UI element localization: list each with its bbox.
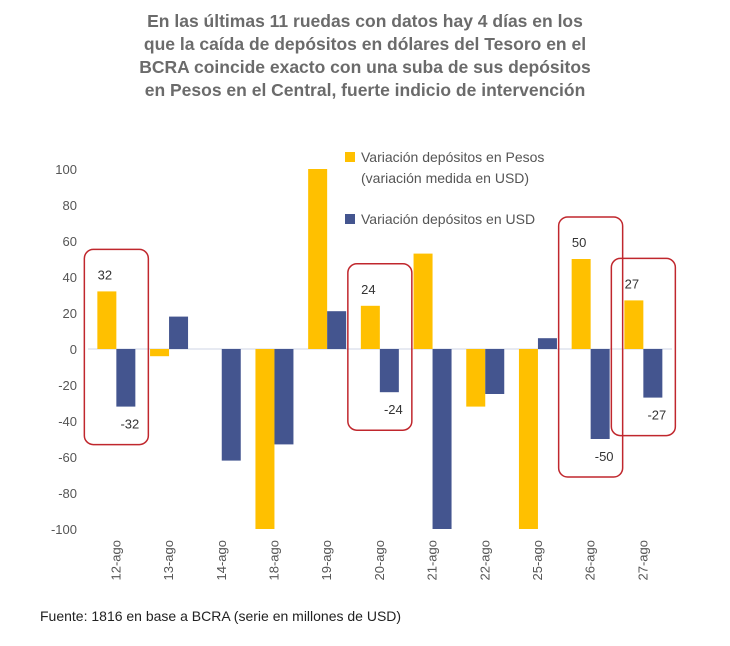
bar-pesos: [360, 305, 380, 349]
bar-pesos: [518, 349, 538, 529]
legend-label: Variación depósitos en USD: [361, 211, 535, 227]
highlight-box: [83, 248, 150, 446]
y-tick-label: 100: [55, 162, 77, 177]
data-label: 27: [625, 276, 639, 291]
chart-title: En las últimas 11 ruedas con datos hay 4…: [0, 10, 730, 102]
x-tick-label: 18-ago: [266, 540, 281, 580]
bar-usd: [643, 349, 663, 398]
data-label: -32: [120, 417, 139, 432]
title-line: que la caída de depósitos en dólares del…: [143, 34, 587, 54]
x-tick-label: 14-ago: [214, 540, 229, 580]
bar-pesos: [150, 349, 170, 357]
y-tick-label: -60: [58, 450, 77, 465]
bar-pesos: [466, 349, 486, 407]
bar-usd: [485, 349, 505, 394]
bar-usd: [169, 316, 189, 349]
highlight-box: [557, 216, 624, 478]
x-tick-label: 25-ago: [530, 540, 545, 580]
legend-swatch: [345, 214, 355, 224]
y-tick-label: 80: [63, 198, 77, 213]
y-tick-label: 20: [63, 306, 77, 321]
y-tick-label: -20: [58, 378, 77, 393]
bar-pesos: [571, 259, 591, 349]
source-note: Fuente: 1816 en base a BCRA (serie en mi…: [40, 608, 402, 624]
data-label: 32: [98, 267, 112, 282]
bar-usd: [379, 349, 399, 393]
legend-swatch: [345, 152, 355, 162]
bar-pesos: [308, 169, 328, 349]
bar-usd: [590, 349, 610, 439]
y-tick-label: 40: [63, 270, 77, 285]
bar-usd: [432, 349, 452, 529]
x-tick-label: 26-ago: [583, 540, 598, 580]
x-tick-label: 21-ago: [425, 540, 440, 580]
x-tick-label: 20-ago: [372, 540, 387, 580]
y-tick-label: -40: [58, 414, 77, 429]
highlight-box: [347, 263, 413, 431]
bar-usd: [221, 349, 241, 461]
data-label: -27: [647, 408, 666, 423]
x-tick-label: 27-ago: [635, 540, 650, 580]
bar-pesos: [413, 253, 433, 349]
data-label: 50: [572, 235, 586, 250]
highlight-box: [610, 257, 677, 437]
bar-usd: [537, 338, 557, 349]
x-tick-label: 13-ago: [161, 540, 176, 580]
bar-pesos: [624, 300, 644, 349]
x-tick-label: 19-ago: [319, 540, 334, 580]
y-tick-label: -100: [51, 522, 77, 537]
bar-pesos: [97, 291, 117, 349]
y-tick-label: 0: [70, 342, 77, 357]
y-tick-label: 60: [63, 234, 77, 249]
y-tick-label: -80: [58, 486, 77, 501]
bar-usd: [274, 349, 294, 445]
x-tick-label: 22-ago: [477, 540, 492, 580]
data-label: 24: [361, 282, 375, 297]
legend-label: (variación medida en USD): [361, 170, 529, 186]
title-line: en Pesos en el Central, fuerte indicio d…: [144, 80, 586, 100]
data-label: -50: [595, 449, 614, 464]
data-label: -24: [384, 402, 403, 417]
bar-usd: [116, 349, 136, 407]
legend-label: Variación depósitos en Pesos: [361, 149, 544, 165]
x-tick-label: 12-ago: [108, 540, 123, 580]
bar-usd: [327, 311, 347, 349]
bar-pesos: [255, 349, 275, 529]
title-line: En las últimas 11 ruedas con datos hay 4…: [147, 11, 583, 31]
title-line: BCRA coincide exacto con una suba de sus…: [139, 57, 591, 77]
